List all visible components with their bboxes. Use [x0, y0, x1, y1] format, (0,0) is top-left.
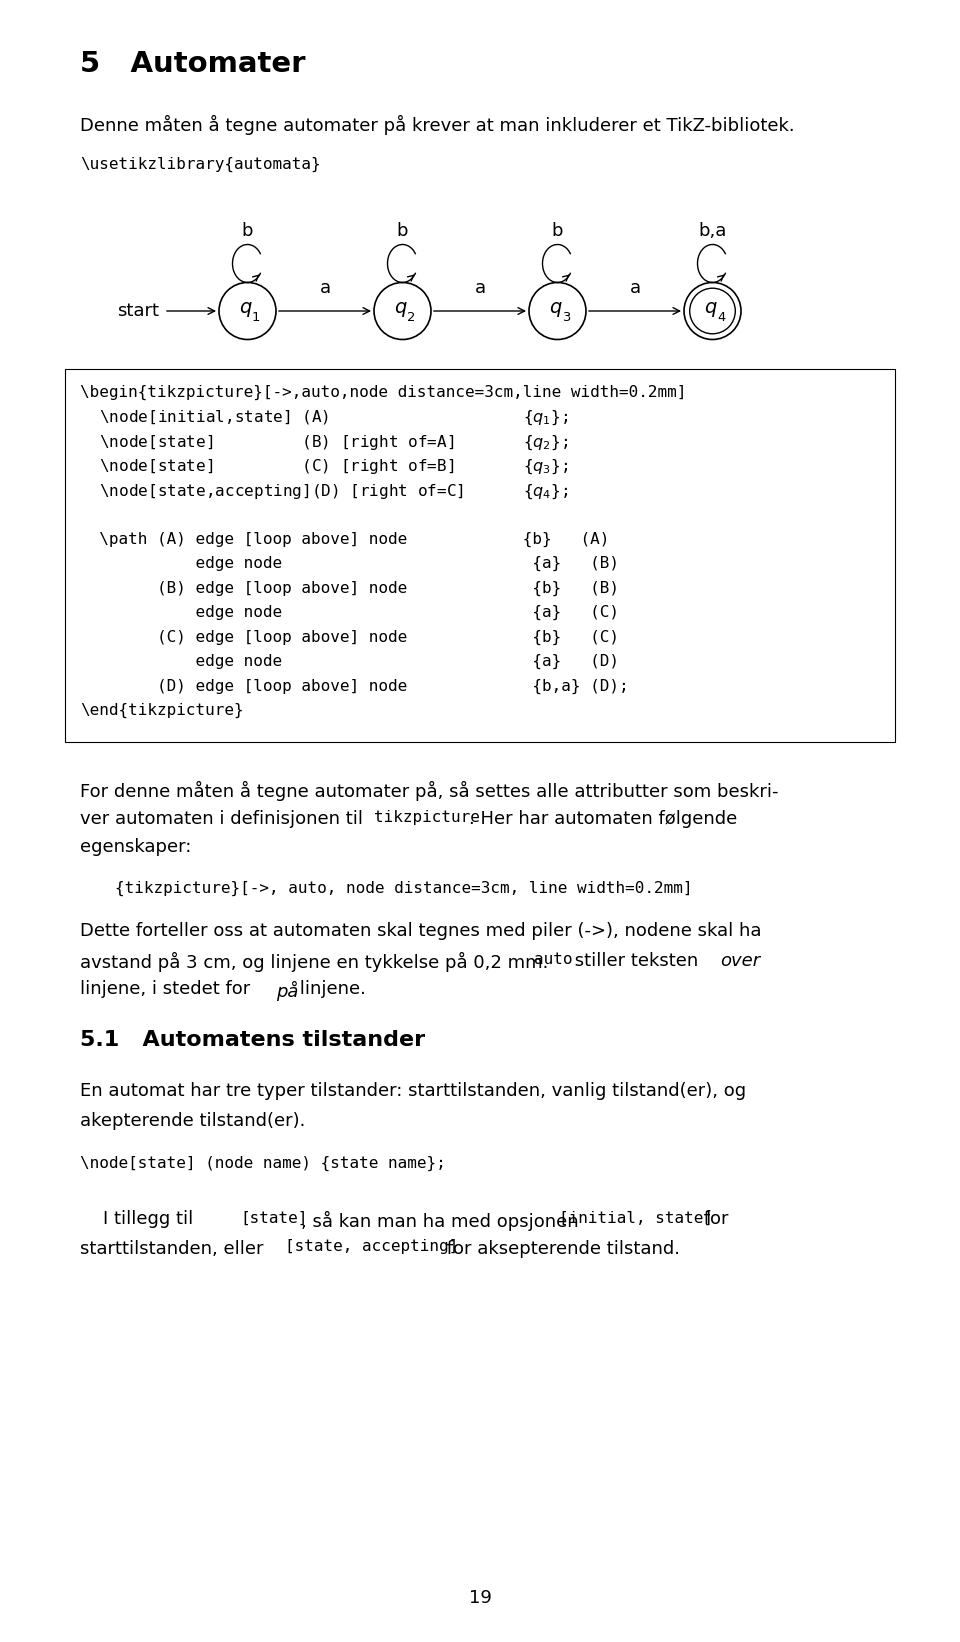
Text: (B) edge [loop above] node             {b}   (B): (B) edge [loop above] node {b} (B) [80, 581, 619, 596]
Text: q: q [549, 297, 562, 317]
Text: 3: 3 [562, 310, 570, 323]
Text: Denne måten å tegne automater på krever at man inkluderer et TikZ-bibliotek.: Denne måten å tegne automater på krever … [80, 115, 795, 135]
Text: {tikzpicture}[->, auto, node distance=3cm, line width=0.2mm]: {tikzpicture}[->, auto, node distance=3c… [115, 880, 692, 895]
Text: 5   Automater: 5 Automater [80, 49, 305, 79]
Text: q: q [394, 297, 406, 317]
Text: b: b [242, 222, 253, 240]
Text: \path (A) edge [loop above] node            {b}   (A): \path (A) edge [loop above] node {b} (A) [80, 532, 610, 547]
Text: [initial, state]: [initial, state] [560, 1210, 713, 1225]
Text: \node[state]         (B) [right of=A]       {$q_2$};: \node[state] (B) [right of=A] {$q_2$}; [80, 433, 568, 452]
Text: I tillegg til: I tillegg til [80, 1210, 199, 1228]
Text: \node[initial,state] (A)                    {$q_1$};: \node[initial,state] (A) {$q_1$}; [80, 409, 568, 427]
Text: a: a [630, 279, 640, 297]
Text: avstand på 3 cm, og linjene en tykkelse på 0,2 mm.: avstand på 3 cm, og linjene en tykkelse … [80, 951, 554, 972]
Text: Dette forteller oss at automaten skal tegnes med piler (->), nodene skal ha: Dette forteller oss at automaten skal te… [80, 923, 761, 941]
Text: . Her har automaten følgende: . Her har automaten følgende [469, 810, 737, 828]
Text: ver automaten i definisjonen til: ver automaten i definisjonen til [80, 810, 369, 828]
FancyBboxPatch shape [65, 369, 895, 742]
Text: a: a [474, 279, 486, 297]
Text: auto: auto [534, 951, 573, 967]
Text: \node[state,accepting](D) [right of=C]      {$q_4$};: \node[state,accepting](D) [right of=C] {… [80, 483, 568, 501]
Text: stiller teksten: stiller teksten [569, 951, 704, 969]
Text: tikzpicture: tikzpicture [373, 810, 480, 824]
Text: edge node                          {a}   (C): edge node {a} (C) [80, 604, 619, 621]
Text: på: på [276, 980, 299, 1000]
Text: , så kan man ha med opsjonen: , så kan man ha med opsjonen [301, 1210, 585, 1230]
Text: q: q [239, 297, 252, 317]
Text: edge node                          {a}   (B): edge node {a} (B) [80, 557, 619, 571]
Text: (D) edge [loop above] node             {b,a} (D);: (D) edge [loop above] node {b,a} (D); [80, 678, 629, 693]
Text: [state]: [state] [240, 1210, 307, 1225]
Text: \begin{tikzpicture}[->,auto,node distance=3cm,line width=0.2mm]: \begin{tikzpicture}[->,auto,node distanc… [80, 384, 686, 399]
Text: [state, accepting]: [state, accepting] [285, 1240, 458, 1254]
Text: q: q [704, 297, 716, 317]
Text: linjene.: linjene. [294, 980, 366, 998]
Text: edge node                          {a}   (D): edge node {a} (D) [80, 654, 619, 670]
Text: egenskaper:: egenskaper: [80, 839, 191, 857]
Text: for: for [698, 1210, 729, 1228]
Text: b: b [552, 222, 564, 240]
Text: start: start [117, 302, 159, 320]
Text: \node[state]         (C) [right of=B]       {$q_3$};: \node[state] (C) [right of=B] {$q_3$}; [80, 458, 568, 476]
Text: 2: 2 [407, 310, 415, 323]
Text: \node[state] (node name) {state name};: \node[state] (node name) {state name}; [80, 1156, 445, 1171]
Text: 19: 19 [468, 1589, 492, 1608]
Text: (C) edge [loop above] node             {b}   (C): (C) edge [loop above] node {b} (C) [80, 629, 619, 645]
Text: linjene, i stedet for: linjene, i stedet for [80, 980, 256, 998]
Text: For denne måten å tegne automater på, så settes alle attributter som beskri-: For denne måten å tegne automater på, så… [80, 780, 779, 801]
Text: over: over [720, 951, 760, 969]
Text: for aksepterende tilstand.: for aksepterende tilstand. [441, 1240, 680, 1258]
Text: b,a: b,a [698, 222, 727, 240]
Text: 5.1   Automatens tilstander: 5.1 Automatens tilstander [80, 1031, 425, 1051]
Text: b: b [396, 222, 408, 240]
Text: starttilstanden, eller: starttilstanden, eller [80, 1240, 269, 1258]
Text: 4: 4 [717, 310, 725, 323]
Text: a: a [320, 279, 330, 297]
Text: 1: 1 [252, 310, 260, 323]
Text: \usetikzlibrary{automata}: \usetikzlibrary{automata} [80, 158, 321, 172]
Text: \end{tikzpicture}: \end{tikzpicture} [80, 703, 244, 718]
Text: akepterende tilstand(er).: akepterende tilstand(er). [80, 1112, 305, 1130]
Text: En automat har tre typer tilstander: starttilstanden, vanlig tilstand(er), og: En automat har tre typer tilstander: sta… [80, 1082, 746, 1100]
